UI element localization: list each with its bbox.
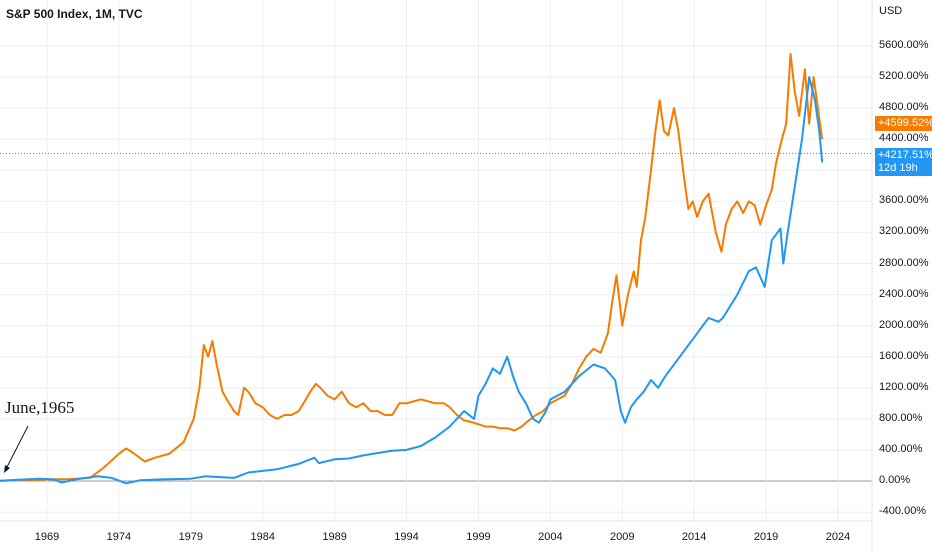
orange-series-line [0,52,824,482]
orange-series-tag: +4599.52% [875,116,932,131]
blue-series-line [0,76,824,485]
annotation-arrow [4,425,29,473]
y-tick-label: 400.00% [879,442,923,455]
currency-label: USD [879,5,903,17]
chart-title: S&P 500 Index, 1M, TVC [6,7,143,21]
x-tick-label: 2024 [825,531,851,543]
y-tick-label: 800.00% [879,411,923,424]
annotation-label: June,1965 [5,398,75,417]
x-tick-label: 1984 [250,531,275,543]
x-tick-label: 1979 [178,531,204,543]
blue-series-tag: +4217.51% 12d 19h [875,148,932,176]
y-tick-label: 5600.00% [879,39,929,51]
y-tick-label: 4400.00% [879,132,929,145]
x-tick-label: 2019 [753,531,779,543]
y-tick-label: 4800.00% [879,101,929,114]
x-tick-label: 2004 [538,531,563,543]
x-tick-label: 2009 [610,531,635,543]
y-tick-label: 2000.00% [879,318,929,331]
y-tick-label: 3200.00% [879,225,929,238]
y-tick-label: 0.00% [879,474,911,486]
y-tick-label: 3600.00% [879,194,929,207]
y-tick-label: 2400.00% [879,287,929,300]
y-tick-label: 5200.00% [879,70,929,83]
x-tick-label: 2014 [681,531,707,543]
blue-series-countdown: 12d 19h [878,162,918,174]
x-tick-label: 1994 [394,531,419,543]
y-tick-label: 1600.00% [879,349,929,362]
y-tick-label: 2800.00% [879,256,929,269]
x-tick-label: 1999 [466,531,491,543]
blue-series-value: +4217.51% [878,149,932,161]
orange-series-value: +4599.52% [878,117,932,129]
y-tick-label: -400.00% [879,505,927,518]
y-tick-label: 1200.00% [879,380,929,393]
x-tick-label: 1974 [106,531,132,543]
x-tick-label: 1989 [322,531,347,543]
grid [0,0,872,521]
x-tick-label: 1969 [34,531,60,543]
